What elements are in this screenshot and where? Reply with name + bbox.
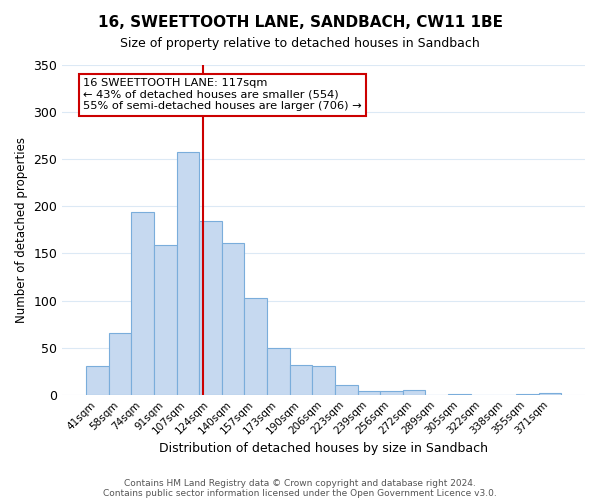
Bar [313, 366, 335, 394]
Text: Contains HM Land Registry data © Crown copyright and database right 2024.: Contains HM Land Registry data © Crown c… [124, 478, 476, 488]
Bar [199, 222, 222, 394]
Text: Size of property relative to detached houses in Sandbach: Size of property relative to detached ho… [120, 38, 480, 51]
Bar [403, 390, 425, 394]
Bar [244, 298, 267, 394]
Bar [222, 243, 244, 394]
Bar [267, 348, 290, 395]
Bar [176, 152, 199, 394]
Bar [539, 393, 561, 394]
Y-axis label: Number of detached properties: Number of detached properties [15, 137, 28, 323]
Bar [86, 366, 109, 394]
Text: 16 SWEETTOOTH LANE: 117sqm
← 43% of detached houses are smaller (554)
55% of sem: 16 SWEETTOOTH LANE: 117sqm ← 43% of deta… [83, 78, 362, 112]
Text: 16, SWEETTOOTH LANE, SANDBACH, CW11 1BE: 16, SWEETTOOTH LANE, SANDBACH, CW11 1BE [97, 15, 503, 30]
Bar [109, 334, 131, 394]
Text: Contains public sector information licensed under the Open Government Licence v3: Contains public sector information licen… [103, 488, 497, 498]
Bar [131, 212, 154, 394]
Bar [358, 391, 380, 394]
Bar [154, 245, 176, 394]
Bar [380, 391, 403, 394]
X-axis label: Distribution of detached houses by size in Sandbach: Distribution of detached houses by size … [159, 442, 488, 455]
Bar [290, 364, 313, 394]
Bar [335, 386, 358, 394]
